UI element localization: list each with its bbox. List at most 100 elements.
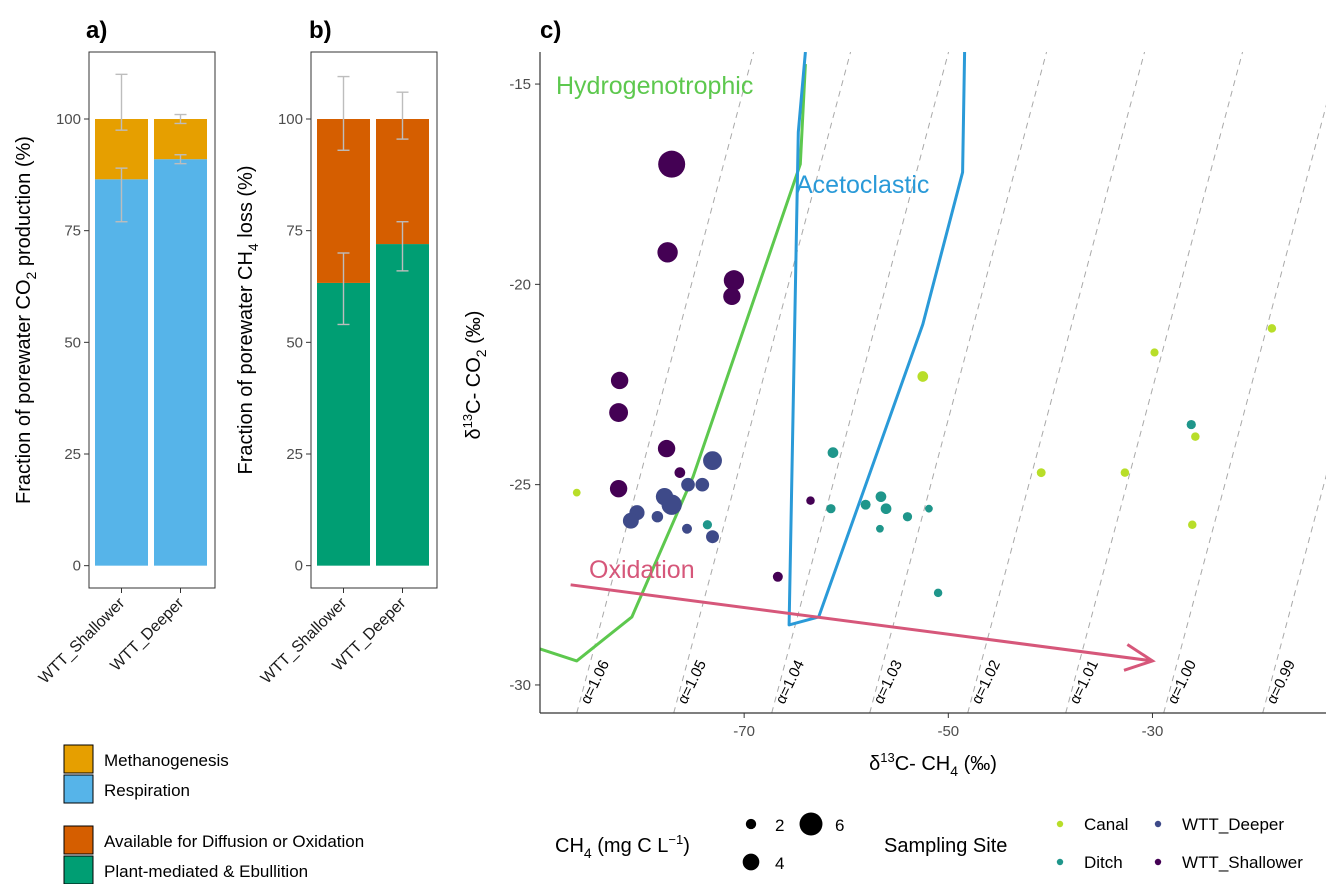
point-ditch xyxy=(826,504,836,514)
color-legend-dot xyxy=(1056,858,1064,866)
size-legend-label: 6 xyxy=(835,816,844,835)
point-canal xyxy=(1188,520,1197,529)
point-wtt-deeper xyxy=(695,477,710,492)
alpha-label: α=1.03 xyxy=(870,657,906,706)
oxidation-label: Oxidation xyxy=(589,556,695,584)
legend-sampling-site: Sampling Site Canal Ditch WTT_Deeper WTT_Sh… xyxy=(884,815,1303,872)
point-ditch xyxy=(875,491,887,503)
color-legend-label: WTT_Deeper xyxy=(1182,815,1284,834)
legend-swatch xyxy=(63,744,94,774)
panel-a-xtick-label: WTT_Shallower xyxy=(36,594,129,687)
size-legend-dot xyxy=(742,853,760,871)
point-ditch xyxy=(827,447,839,458)
point-ditch xyxy=(902,512,913,522)
alpha-isoline xyxy=(967,52,1146,713)
oxidation-arrowhead xyxy=(1123,643,1156,672)
point-wtt-deeper xyxy=(706,530,719,544)
color-legend-label: WTT_Shallower xyxy=(1182,853,1303,872)
panel-a-label: a) xyxy=(86,17,107,44)
point-ditch xyxy=(1186,419,1196,430)
panel-b-bar-plant-mediated-ebullition-wtt-shallower xyxy=(317,282,370,566)
acetoclastic-boundary xyxy=(787,52,967,627)
panel-c-xlabel: δ13C- CH4 (‰) xyxy=(869,750,997,779)
panel-a-ytick-label: 50 xyxy=(64,334,81,351)
color-legend-label: Ditch xyxy=(1084,853,1123,872)
point-canal xyxy=(1150,348,1159,357)
point-wtt-deeper xyxy=(682,523,692,534)
point-wtt-shallower xyxy=(609,479,628,498)
legend-swatch xyxy=(63,774,94,804)
panel-a-ytick-label: 75 xyxy=(64,223,81,240)
point-wtt-shallower xyxy=(772,571,783,582)
panel-c-ytick-label: -15 xyxy=(509,76,531,93)
panel-c-xtick-label: -50 xyxy=(937,723,959,740)
panel-a-bar-methanogenesis-wtt-deeper xyxy=(154,119,207,160)
panel-c-ytick-label: -20 xyxy=(509,276,531,293)
alpha-isoline xyxy=(1163,104,1326,713)
alpha-isoline xyxy=(1065,52,1244,713)
point-wtt-deeper xyxy=(703,451,722,471)
point-wtt-deeper xyxy=(681,477,695,492)
color-legend-label: Canal xyxy=(1084,815,1128,834)
point-ditch xyxy=(876,524,884,533)
panel-a-ytick-label: 100 xyxy=(56,111,81,128)
hydrogenotrophic-boundary xyxy=(540,63,807,663)
panel-a-chart: Fraction of porewater CO2 production (%)… xyxy=(13,51,216,687)
panel-a-error-bar xyxy=(115,73,128,131)
legend-ch4-size: CH4 (mg C L−1) 2 4 6 xyxy=(555,812,844,873)
legend-label: Methanogenesis xyxy=(104,751,229,770)
point-ditch xyxy=(860,499,871,510)
size-legend-title: CH4 (mg C L−1) xyxy=(555,832,690,861)
size-legend-dot xyxy=(745,818,757,830)
point-wtt-shallower xyxy=(609,403,629,422)
panel-b-ytick-label: 0 xyxy=(295,558,303,575)
point-wtt-shallower xyxy=(723,270,745,291)
acetoclastic-label: Acetoclastic xyxy=(796,171,929,199)
point-ditch xyxy=(880,503,892,515)
legend-label: Available for Diffusion or Oxidation xyxy=(104,832,364,851)
panel-b-ytick-label: 25 xyxy=(286,446,303,463)
point-canal xyxy=(917,371,929,382)
point-ditch xyxy=(702,520,713,530)
alpha-label: α=1.00 xyxy=(1164,657,1200,706)
point-canal xyxy=(1036,468,1046,478)
point-wtt-shallower xyxy=(723,287,741,306)
color-legend-dot xyxy=(1154,858,1162,866)
hydrogenotrophic-label: Hydrogenotrophic xyxy=(556,72,753,100)
point-canal xyxy=(572,488,581,497)
size-legend-dot xyxy=(799,812,823,836)
panel-a-ytick-label: 0 xyxy=(73,558,81,575)
alpha-label: α=1.01 xyxy=(1066,657,1102,706)
alpha-isoline xyxy=(576,52,755,713)
color-legend-dot xyxy=(1056,820,1064,828)
legend-bar-components: Methanogenesis Respiration Available for D… xyxy=(63,744,364,884)
panel-b-label: b) xyxy=(309,17,332,44)
point-canal xyxy=(1120,468,1130,477)
oxidation-arrow xyxy=(570,583,1153,663)
alpha-label: α=0.99 xyxy=(1263,657,1299,706)
panel-c-label: c) xyxy=(540,17,561,44)
panel-b-error-bar xyxy=(396,91,409,140)
panel-b-error-bar xyxy=(337,75,350,151)
alpha-label: α=1.02 xyxy=(968,657,1004,706)
panel-c-plot-area: α=1.06 α=1.05 α=1.04 α=1.03 α=1.02 α=1.01 α=1.… xyxy=(540,52,1326,713)
point-canal xyxy=(1191,432,1200,441)
panel-b-bar-plant-mediated-ebullition-wtt-deeper xyxy=(376,244,429,566)
panel-c-ytick-label: -30 xyxy=(509,677,531,694)
alpha-label: α=1.06 xyxy=(577,657,613,706)
alpha-isoline xyxy=(673,52,852,713)
point-wtt-shallower xyxy=(658,150,686,178)
alpha-isoline xyxy=(771,52,950,713)
legend-swatch xyxy=(63,825,94,855)
color-legend-title: Sampling Site xyxy=(884,835,1007,857)
color-legend-dot xyxy=(1154,820,1162,828)
point-wtt-deeper xyxy=(651,510,664,523)
panel-c-ytick-label: -25 xyxy=(509,477,531,494)
panel-a-error-bar xyxy=(115,167,128,223)
panel-c-chart: α=1.06 α=1.05 α=1.04 α=1.03 α=1.02 α=1.01 α=1.… xyxy=(460,52,1326,779)
point-wtt-shallower xyxy=(657,242,678,263)
panel-a-ylabel: Fraction of porewater CO2 production (%) xyxy=(13,136,39,504)
panel-b-chart: Fraction of porewater CH4 loss (%) 0 25 50… xyxy=(235,51,438,687)
panel-a-bar-respiration-wtt-shallower xyxy=(95,179,148,566)
